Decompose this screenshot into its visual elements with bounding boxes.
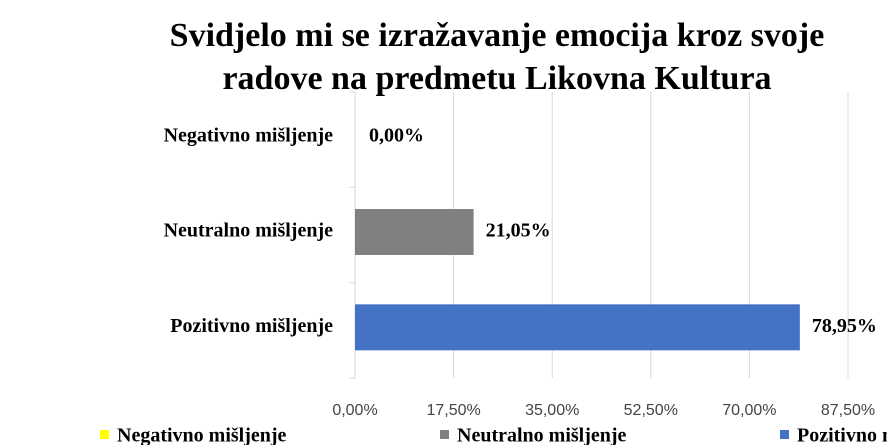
legend-swatch [780,430,789,439]
value-label: 0,00% [369,124,424,146]
legend-label: Neutralno mišljenje [457,425,627,445]
legend-swatch [440,430,449,439]
legend-label: Negativno mišljenje [117,425,287,445]
legend-label: Pozitivno mišljenje [797,425,887,445]
x-tick-label: 0,00% [332,402,377,419]
x-tick-label: 70,00% [722,402,776,419]
x-tick-label: 87,50% [821,402,875,419]
x-tick-label: 52,50% [624,402,678,419]
value-label: 21,05% [486,220,551,242]
category-label: Negativno mišljenje [164,124,334,146]
bar [355,304,800,351]
category-label: Neutralno mišljenje [164,220,334,242]
category-label: Pozitivno mišljenje [170,315,333,337]
x-tick-label: 17,50% [426,402,480,419]
bar [355,209,474,255]
chart-title: Svidjelo mi se izražavanje emocija kroz … [169,17,825,97]
legend-swatch [100,430,109,439]
value-label: 78,95% [812,315,877,337]
x-tick-label: 35,00% [525,402,579,419]
